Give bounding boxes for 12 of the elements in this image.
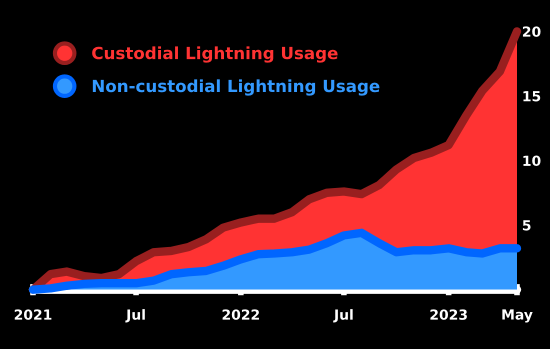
legend-label: Non-custodial Lightning Usage [92,79,380,96]
legend-label: Custodial Lightning Usage [92,46,338,63]
y-tick-label: 20 [522,26,541,37]
y-tick-label: 5 [522,220,531,231]
y-tick-label: 10 [523,156,541,166]
y-tick-label: 15 [523,91,540,102]
x-tick-label: 2021 [14,309,52,320]
x-tick-label: 2023 [430,309,467,320]
x-tick-label: 2022 [222,309,259,320]
x-tick-label: May [502,309,533,323]
x-tick-label: Jul [125,309,145,322]
x-tick-label: Jul [333,309,353,322]
